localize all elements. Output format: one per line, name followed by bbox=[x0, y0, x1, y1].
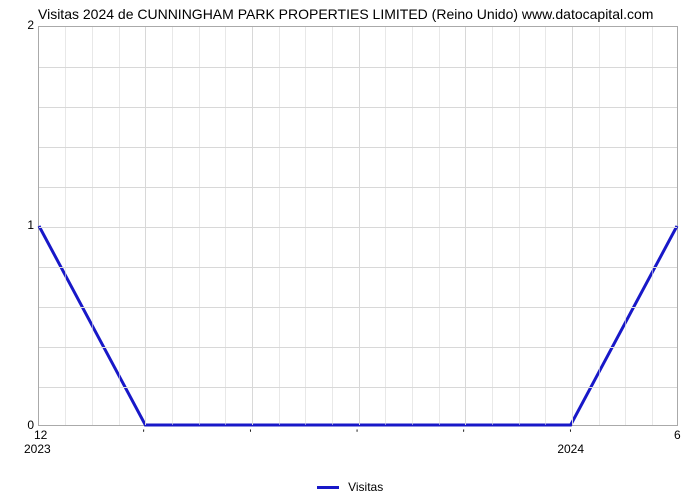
gridline-v-minor bbox=[305, 27, 306, 425]
y-axis-label: 1 bbox=[4, 218, 34, 232]
x-axis-minor-tick: ' bbox=[569, 428, 571, 440]
plot-area bbox=[38, 26, 678, 426]
x-axis-minor-tick: ' bbox=[463, 428, 465, 440]
x-axis-year-label: 2023 bbox=[24, 442, 51, 456]
gridline-v-minor bbox=[225, 27, 226, 425]
x-axis-end-right: 6 bbox=[674, 428, 681, 442]
x-axis-minor-tick: ' bbox=[356, 428, 358, 440]
x-axis-year-label: 2024 bbox=[557, 442, 584, 456]
gridline-v bbox=[572, 27, 573, 425]
gridline-v-minor bbox=[599, 27, 600, 425]
gridline-v-minor bbox=[519, 27, 520, 425]
gridline-v bbox=[359, 27, 360, 425]
gridline-v-minor bbox=[492, 27, 493, 425]
gridline-v-minor bbox=[172, 27, 173, 425]
gridline-v bbox=[252, 27, 253, 425]
gridline-v-minor bbox=[385, 27, 386, 425]
y-axis-label: 2 bbox=[4, 18, 34, 32]
legend-swatch bbox=[317, 486, 339, 489]
gridline-v-minor bbox=[625, 27, 626, 425]
gridline-v-minor bbox=[279, 27, 280, 425]
gridline-v-minor bbox=[199, 27, 200, 425]
legend-label: Visitas bbox=[348, 480, 383, 494]
y-axis-label: 0 bbox=[4, 418, 34, 432]
gridline-v-minor bbox=[65, 27, 66, 425]
gridline-v-minor bbox=[119, 27, 120, 425]
gridline-v-minor bbox=[332, 27, 333, 425]
gridline-v-minor bbox=[652, 27, 653, 425]
gridline-v-minor bbox=[92, 27, 93, 425]
chart-title: Visitas 2024 de CUNNINGHAM PARK PROPERTI… bbox=[38, 6, 653, 22]
gridline-v-minor bbox=[412, 27, 413, 425]
chart-container: Visitas 2024 de CUNNINGHAM PARK PROPERTI… bbox=[0, 0, 700, 500]
legend: Visitas bbox=[0, 479, 700, 494]
gridline-v bbox=[465, 27, 466, 425]
x-axis-end-left: 12 bbox=[34, 428, 47, 442]
x-axis-minor-tick: ' bbox=[249, 428, 251, 440]
gridline-v-minor bbox=[545, 27, 546, 425]
x-axis-minor-tick: ' bbox=[143, 428, 145, 440]
gridline-v bbox=[145, 27, 146, 425]
gridline-v-minor bbox=[439, 27, 440, 425]
